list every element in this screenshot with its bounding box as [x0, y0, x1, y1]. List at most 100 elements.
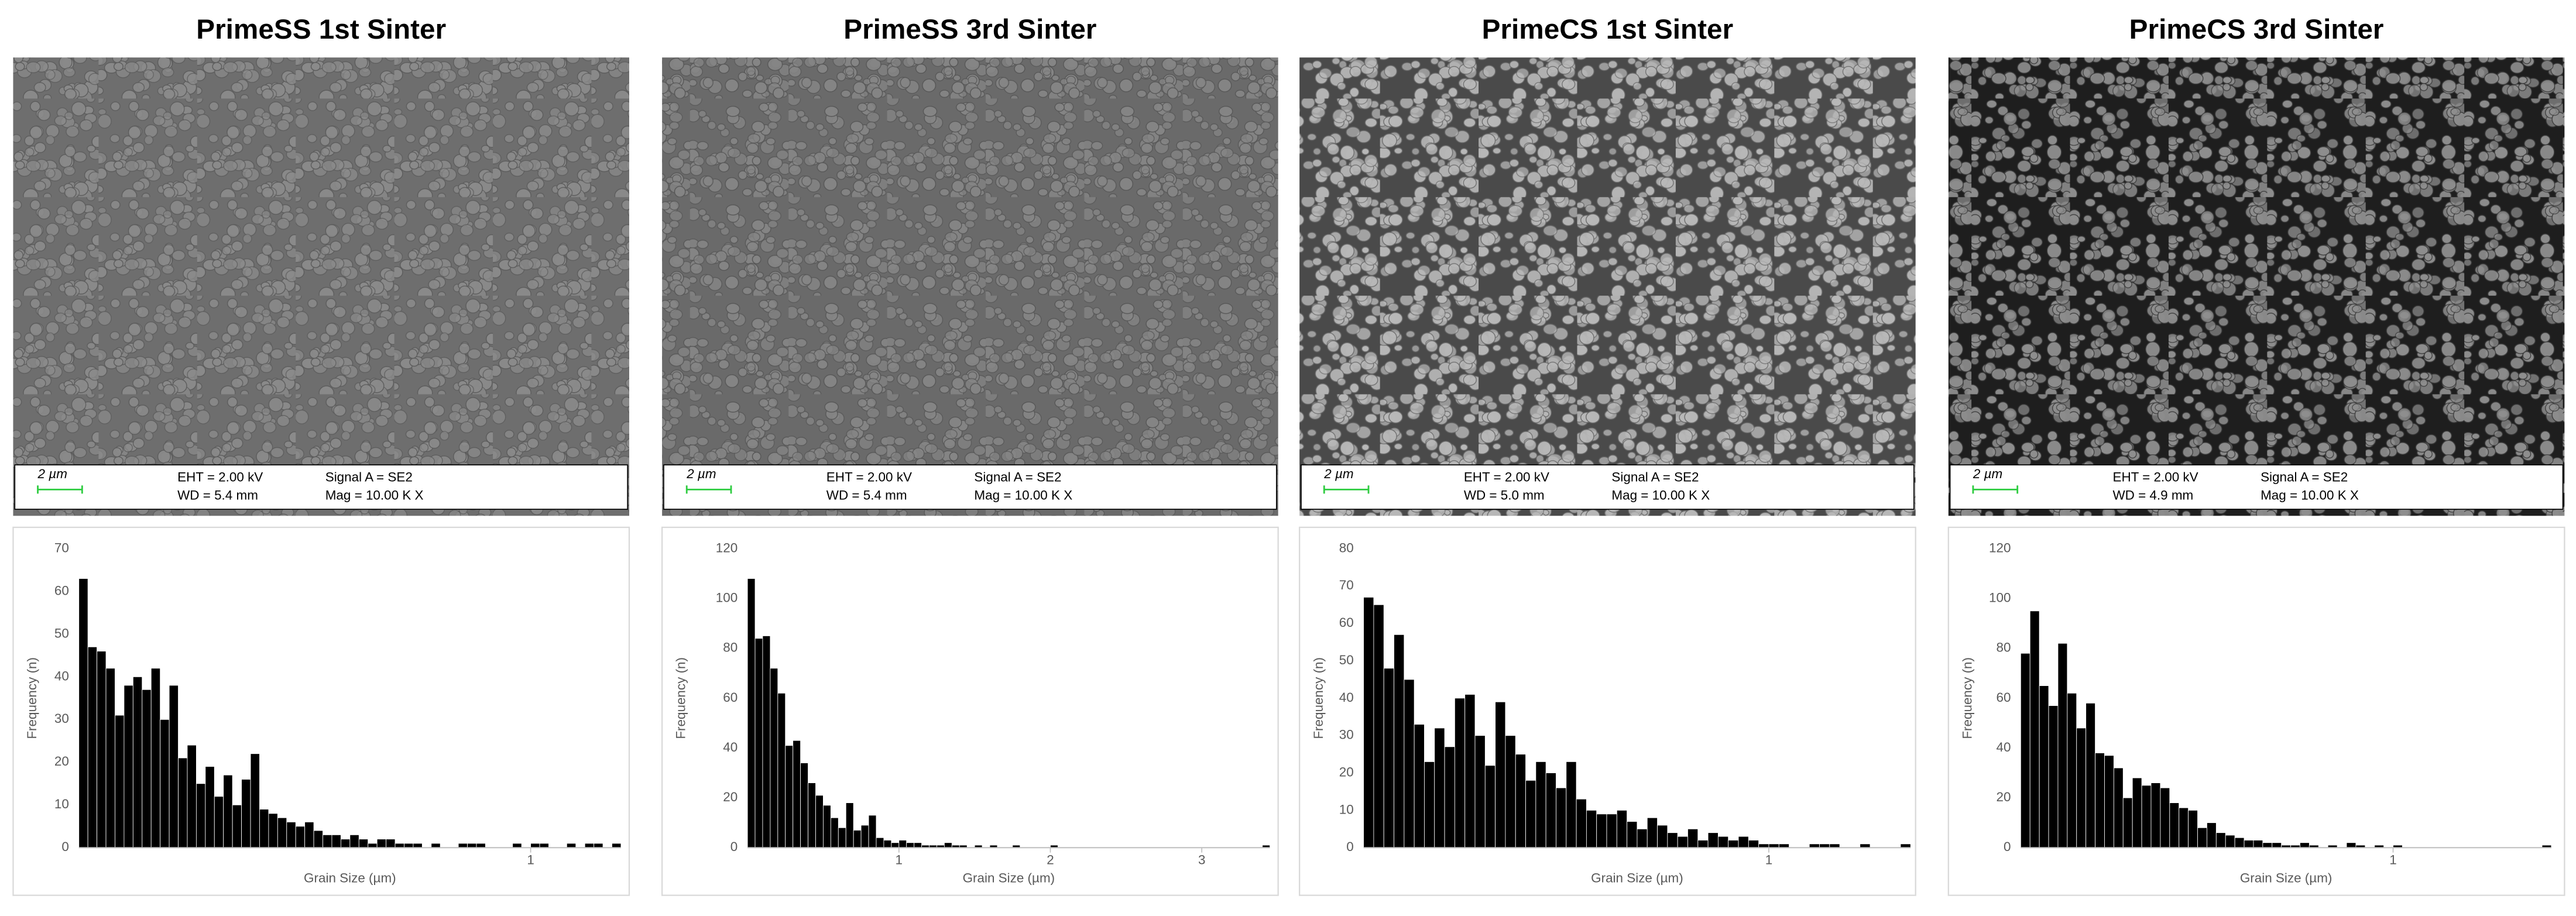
bar — [431, 843, 441, 848]
bar — [785, 745, 794, 848]
bar — [2048, 705, 2059, 848]
bar — [838, 827, 846, 848]
x-tick-label: 1 — [1765, 853, 1772, 867]
bar — [891, 842, 900, 848]
bar — [1495, 701, 1506, 848]
bar — [2244, 840, 2254, 848]
bar — [1637, 828, 1648, 848]
bar — [2300, 842, 2310, 848]
bar — [1596, 814, 1607, 848]
sem-eht: EHT = 2.00 kV — [177, 470, 263, 485]
x-tick-label: 3 — [1198, 853, 1205, 867]
bar — [800, 763, 808, 848]
bar — [2095, 753, 2105, 848]
bar — [762, 635, 771, 848]
bar — [1424, 761, 1435, 848]
x-tick-label: 2 — [1047, 853, 1054, 867]
sem-eht: EHT = 2.00 kV — [826, 470, 912, 485]
bar — [195, 783, 206, 848]
bar — [539, 843, 549, 848]
bar — [295, 826, 306, 848]
y-axis-label: Frequency (n) — [674, 657, 688, 739]
x-tick-label: 1 — [896, 853, 903, 867]
bar — [1717, 836, 1729, 848]
sem-info-bar — [1949, 464, 2564, 510]
scale-bar — [37, 485, 83, 494]
sem-signal: Signal A = SE2 — [325, 470, 413, 485]
bar — [358, 839, 369, 848]
bar — [914, 842, 922, 848]
bar — [2067, 692, 2077, 848]
bar — [250, 753, 260, 848]
y-tick-label: 120 — [716, 540, 738, 555]
bar — [1616, 809, 1628, 848]
bar — [1677, 836, 1688, 848]
y-axis-label: Frequency (n) — [25, 657, 39, 739]
bar — [584, 843, 595, 848]
panel-title: PrimeSS 1st Sinter — [196, 14, 446, 45]
scale-bar-label: 2 µm — [686, 466, 716, 481]
bar — [793, 740, 801, 848]
sem-mag: Mag = 10.00 K X — [974, 488, 1072, 503]
y-tick-label: 60 — [1339, 615, 1354, 630]
bar — [2169, 802, 2180, 848]
bar — [1627, 821, 1638, 848]
bar — [1748, 840, 1759, 848]
sem-image — [1299, 57, 1916, 516]
bar — [1404, 679, 1415, 848]
y-tick-label: 120 — [1989, 540, 2011, 555]
y-tick-label: 100 — [716, 591, 738, 605]
bar — [97, 651, 107, 848]
bar — [142, 689, 152, 848]
bar — [223, 774, 233, 848]
bar — [1363, 597, 1374, 848]
bar — [232, 804, 242, 848]
bar — [1373, 604, 1384, 848]
sem-eht: EHT = 2.00 kV — [1464, 470, 1549, 485]
scale-bar-label: 2 µm — [1973, 466, 2002, 481]
bar — [349, 834, 359, 848]
bar — [747, 578, 756, 848]
x-axis-label: Grain Size (µm) — [1591, 871, 1683, 886]
bar — [2197, 827, 2207, 848]
bar — [1556, 787, 1567, 848]
bar — [1464, 694, 1476, 848]
y-tick-label: 50 — [54, 626, 69, 640]
sem-info-bar — [1301, 464, 1915, 510]
bar — [830, 817, 839, 848]
bar — [286, 822, 296, 848]
bar — [277, 817, 287, 848]
y-tick-label: 80 — [1339, 540, 1354, 555]
y-tick-label: 80 — [723, 640, 738, 655]
bar — [268, 813, 278, 848]
sem-mag: Mag = 10.00 K X — [2261, 488, 2359, 503]
bar — [906, 842, 915, 848]
bar — [395, 843, 404, 848]
y-tick-label: 30 — [1339, 728, 1354, 742]
y-tick-label: 40 — [1997, 740, 2011, 754]
bar — [777, 692, 786, 848]
sem-info-bar — [663, 464, 1277, 510]
bar — [2215, 832, 2226, 848]
bar — [214, 796, 224, 848]
bar — [815, 795, 824, 848]
bar — [2132, 777, 2142, 848]
scale-bar-label: 2 µm — [37, 466, 67, 481]
y-tick-label: 60 — [1997, 690, 2011, 705]
bar — [1707, 832, 1719, 848]
y-tick-label: 50 — [1339, 653, 1354, 667]
bar — [845, 802, 854, 848]
bar — [2262, 842, 2273, 848]
bar — [1545, 773, 1556, 848]
bar — [241, 779, 251, 848]
y-tick-label: 60 — [54, 583, 69, 598]
bar — [1606, 814, 1617, 848]
bar — [1687, 828, 1699, 848]
sem-image — [662, 57, 1278, 516]
bar — [404, 843, 414, 848]
bar — [105, 668, 115, 848]
bar — [2179, 807, 2189, 848]
bar — [2160, 787, 2170, 848]
